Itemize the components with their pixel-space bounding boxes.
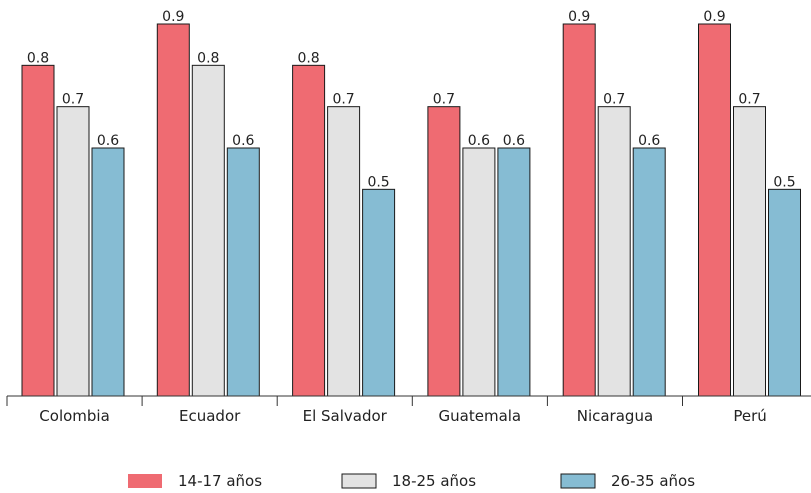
legend-item-26-35-anos: 26-35 años <box>560 472 695 490</box>
value-label-nicaragua-14-17-anos: 0.9 <box>568 9 590 25</box>
legend-label: 18-25 años <box>392 472 476 490</box>
value-label-colombia-14-17-anos: 0.8 <box>27 50 49 66</box>
bar-el-salvador-26-35-anos <box>362 188 396 397</box>
category-label-colombia: Colombia <box>39 407 110 425</box>
x-axis: Colombia Ecuador El Salvador Guatemala Nicar… <box>6 395 811 425</box>
legend-label: 26-35 años <box>611 472 695 490</box>
legend-item-18-25-anos: 18-25 años <box>341 472 476 490</box>
value-label-colombia-26-35-anos: 0.6 <box>97 133 119 149</box>
bar-ecuador-14-17-anos <box>156 23 190 397</box>
value-label-nicaragua-18-25-anos: 0.7 <box>603 92 625 108</box>
bar-ecuador-26-35-anos <box>226 147 260 397</box>
bar-colombia-14-17-anos <box>21 64 55 397</box>
value-label-el-salvador-14-17-anos: 0.8 <box>297 50 319 66</box>
legend-swatch <box>560 473 596 489</box>
value-label-el-salvador-18-25-anos: 0.7 <box>332 92 354 108</box>
x-axis-tick-labels: Colombia Ecuador El Salvador Guatemala Nicar… <box>39 407 766 425</box>
bar-nicaragua-26-35-anos <box>632 147 666 397</box>
bar-guatemala-26-35-anos <box>497 147 531 397</box>
value-label-colombia-18-25-anos: 0.7 <box>62 92 84 108</box>
value-label-ecuador-18-25-anos: 0.8 <box>197 50 219 66</box>
value-label-peru-14-17-anos: 0.9 <box>703 9 725 25</box>
category-label-ecuador: Ecuador <box>179 407 241 425</box>
category-label-nicaragua: Nicaragua <box>577 407 653 425</box>
legend-item-14-17-anos: 14-17 años <box>128 472 262 490</box>
bar-peru-18-25-anos <box>733 106 766 397</box>
category-label-guatemala: Guatemala <box>439 407 522 425</box>
bar-ecuador-18-25-anos <box>191 64 225 397</box>
bar-nicaragua-18-25-anos <box>597 106 631 397</box>
bar-colombia-18-25-anos <box>56 106 90 397</box>
category-label-el-salvador: El Salvador <box>303 407 388 425</box>
x-axis-ticks <box>6 396 683 406</box>
value-label-guatemala-14-17-anos: 0.7 <box>433 92 455 108</box>
value-label-nicaragua-26-35-anos: 0.6 <box>638 133 660 149</box>
value-label-guatemala-26-35-anos: 0.6 <box>503 133 525 149</box>
legend-swatch <box>341 473 377 489</box>
legend-label: 14-17 años <box>178 472 262 490</box>
bar-guatemala-18-25-anos <box>462 147 496 397</box>
value-label-ecuador-26-35-anos: 0.6 <box>232 133 254 149</box>
bar-nicaragua-14-17-anos <box>562 23 596 397</box>
value-labels-layer: 0.8 0.7 0.6 0.9 0.8 0.6 0.8 0.7 0.5 0.7 0.6 0.6 0.9 0… <box>27 9 796 190</box>
value-label-el-salvador-26-35-anos: 0.5 <box>367 174 389 190</box>
value-label-guatemala-18-25-anos: 0.6 <box>468 133 490 149</box>
bar-colombia-26-35-anos <box>91 147 125 397</box>
value-label-peru-18-25-anos: 0.7 <box>738 92 760 108</box>
value-label-peru-26-35-anos: 0.5 <box>773 174 795 190</box>
bar-el-salvador-18-25-anos <box>327 106 361 397</box>
category-label-peru: Perú <box>733 407 766 425</box>
bar-guatemala-14-17-anos <box>427 106 461 397</box>
bar-peru-26-35-anos <box>768 188 801 397</box>
legend-swatch <box>128 474 162 488</box>
bar-el-salvador-14-17-anos <box>292 64 326 397</box>
value-label-ecuador-14-17-anos: 0.9 <box>162 9 184 25</box>
bar-peru-14-17-anos <box>698 23 731 397</box>
bars-layer <box>21 23 801 397</box>
legend: 14-17 años 18-25 años 26-35 años <box>128 472 695 490</box>
